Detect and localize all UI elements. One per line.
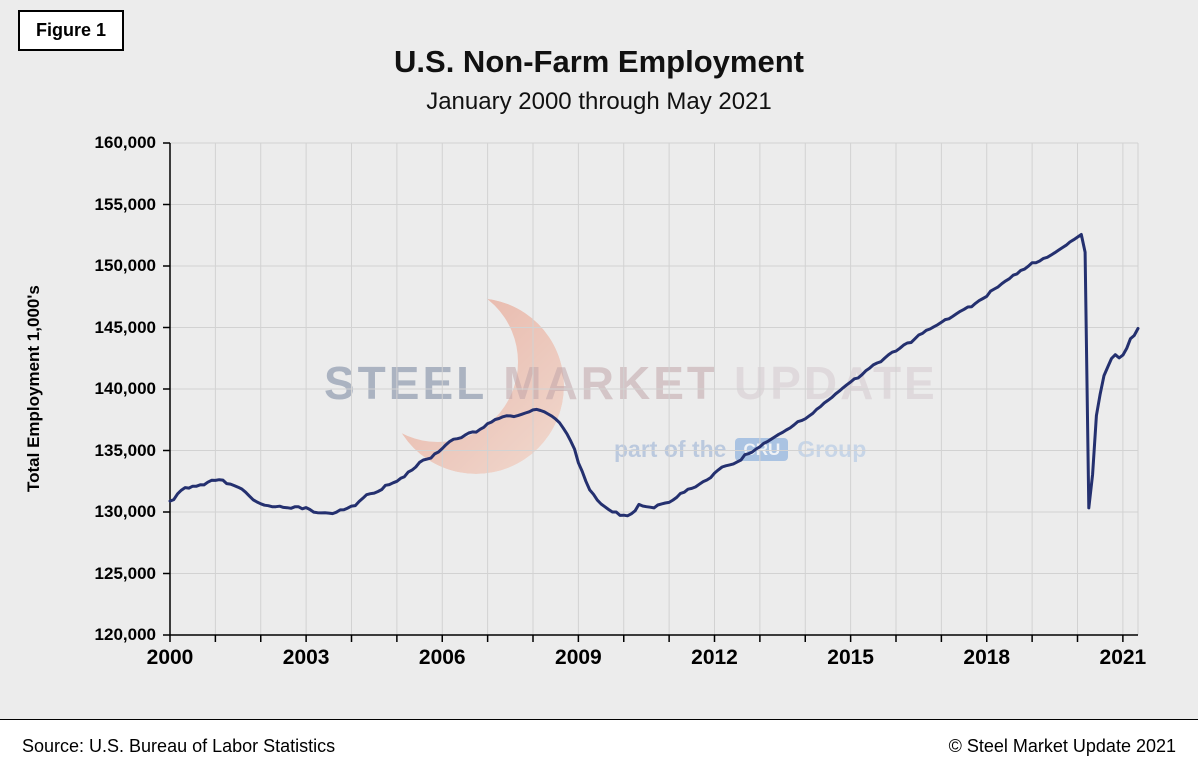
x-tick-label: 2021 — [1099, 646, 1147, 669]
y-tick-label: 160,000 — [94, 133, 156, 152]
figure-label: Figure 1 — [18, 10, 125, 51]
y-tick-label: 155,000 — [94, 194, 156, 214]
y-tick-label: 145,000 — [94, 317, 156, 337]
x-tick-label: 2009 — [555, 646, 602, 669]
y-tick-label: 140,000 — [94, 379, 156, 398]
y-tick-label: 150,000 — [94, 256, 156, 275]
copyright-note: © Steel Market Update 2021 — [948, 736, 1176, 756]
y-axis-title: Total Employment 1,000's — [24, 285, 43, 493]
y-tick-label: 130,000 — [94, 502, 156, 521]
y-tick-label: 120,000 — [94, 625, 156, 644]
x-tick-label: 2012 — [691, 646, 738, 669]
x-tick-label: 2018 — [963, 646, 1011, 669]
y-tick-label: 135,000 — [94, 440, 156, 460]
x-tick-label: 2006 — [418, 646, 466, 669]
x-tick-label: 2015 — [827, 646, 874, 669]
plot-area — [163, 142, 1140, 642]
x-tick-label: 2000 — [146, 646, 194, 669]
chart-subtitle: January 2000 through May 2021 — [426, 88, 772, 115]
footer: Source: U.S. Bureau of Labor Statistics … — [0, 719, 1198, 773]
y-tick-label: 125,000 — [94, 563, 156, 583]
x-tick-label: 2003 — [282, 646, 330, 669]
employment-series-line — [168, 233, 1140, 518]
source-note: Source: U.S. Bureau of Labor Statistics — [22, 736, 336, 756]
chart-title: U.S. Non-Farm Employment — [394, 44, 804, 79]
